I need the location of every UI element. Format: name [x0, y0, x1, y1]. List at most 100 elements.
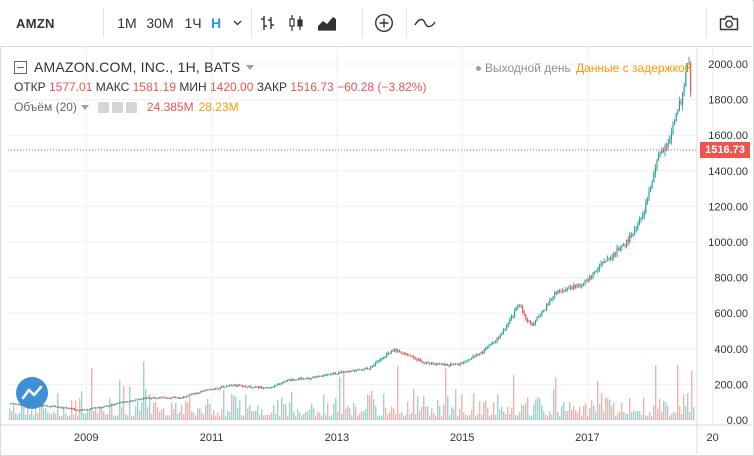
interval-1m-button[interactable]: 1М — [117, 15, 137, 31]
volume-bar — [555, 377, 557, 420]
volume-bar — [687, 392, 689, 420]
settings-icon[interactable] — [111, 101, 123, 113]
candle-body — [61, 407, 63, 409]
candle-body — [144, 397, 146, 399]
volume-bar — [463, 412, 465, 420]
volume-bar — [643, 397, 645, 420]
interval-30m-button[interactable]: 30М — [146, 15, 174, 31]
candle-body — [669, 139, 671, 143]
candle-body — [248, 386, 250, 388]
volume-bar — [229, 411, 231, 420]
symbol-button[interactable]: AMZN — [16, 15, 55, 31]
candle-body — [117, 403, 119, 405]
close-icon[interactable] — [125, 101, 137, 113]
candle-body — [686, 63, 688, 72]
volume-bar — [333, 403, 335, 420]
volume-bar — [397, 365, 399, 420]
candle-body — [589, 276, 591, 281]
volume-bar — [383, 393, 385, 420]
candle-body — [358, 369, 360, 371]
candle-body — [110, 404, 112, 406]
volume-bar — [653, 405, 655, 420]
volume-bar — [551, 414, 553, 420]
candle-body — [326, 374, 328, 376]
volume-bar — [35, 402, 37, 420]
candle-body — [88, 409, 90, 411]
candle-body — [598, 266, 600, 269]
collapse-icon[interactable] — [14, 60, 27, 74]
candle-body — [571, 287, 573, 290]
add-indicator-icon[interactable] — [372, 0, 396, 46]
candle-body — [403, 353, 405, 355]
candle-body — [155, 398, 157, 400]
candle-body — [227, 385, 229, 387]
line-tool-icon[interactable] — [413, 0, 437, 46]
candle-body — [584, 280, 586, 284]
candle-body — [213, 389, 215, 391]
candle-body — [690, 63, 692, 93]
candle-body — [131, 400, 133, 402]
candle-body — [568, 287, 570, 289]
candle-body — [587, 279, 589, 281]
delayed-data-label[interactable]: Данные с задержкой — [576, 61, 692, 75]
volume-bar — [567, 410, 569, 420]
volume-bar — [121, 407, 123, 420]
candle-body — [139, 399, 141, 401]
volume-bar — [549, 411, 551, 420]
volume-bar — [531, 415, 533, 420]
candle-body — [54, 405, 56, 407]
volume-bar — [425, 406, 427, 420]
candle-body — [168, 398, 170, 400]
candle-body — [493, 342, 495, 344]
volume-bar — [83, 413, 85, 420]
candle-body — [138, 399, 140, 401]
chevron-down-icon[interactable] — [246, 64, 255, 70]
volume-bar — [545, 414, 547, 420]
volume-bar — [193, 412, 195, 420]
candle-body — [214, 388, 216, 390]
candle-body — [334, 372, 336, 375]
volume-bar — [599, 404, 601, 420]
chevron-down-icon[interactable] — [80, 104, 89, 110]
candle-body — [362, 369, 364, 371]
bar-chart-icon[interactable] — [257, 0, 279, 46]
candle-body — [133, 400, 135, 402]
camera-icon[interactable] — [716, 0, 742, 46]
candle-body — [410, 355, 412, 357]
candle-body — [534, 321, 536, 324]
interval-week-button[interactable]: Н — [210, 15, 222, 31]
candle-body — [328, 374, 330, 376]
candle-body — [488, 344, 490, 348]
close-value: 1516.73 — [290, 80, 334, 94]
candle-body — [565, 289, 567, 292]
volume-bar — [115, 415, 117, 420]
candle-body — [435, 363, 437, 365]
candle-body — [216, 388, 218, 390]
eye-icon[interactable] — [97, 101, 109, 113]
volume-bar — [437, 399, 439, 420]
candles-icon[interactable] — [285, 0, 307, 46]
interval-1h-button[interactable]: 1Ч — [184, 15, 202, 31]
candle-body — [229, 384, 231, 386]
volume-bar — [125, 414, 127, 420]
volume-bar — [345, 409, 347, 420]
volume-bar — [475, 415, 477, 420]
volume-bar — [671, 413, 673, 420]
candle-body — [637, 224, 639, 229]
volume-bar — [43, 408, 45, 420]
volume-bar — [343, 371, 345, 420]
high-label: МАКС — [95, 80, 130, 94]
broker-logo[interactable] — [16, 377, 48, 409]
volume-bar — [469, 415, 471, 420]
candle-body — [394, 349, 396, 351]
volume-bar — [31, 409, 33, 420]
area-chart-icon[interactable] — [315, 0, 339, 46]
candle-body — [536, 317, 538, 322]
volume-bar — [285, 404, 287, 420]
candle-body — [510, 316, 512, 320]
volume-bar — [29, 414, 31, 420]
candle-body — [659, 153, 661, 155]
chevron-down-icon[interactable] — [230, 0, 244, 46]
volume-bar — [17, 414, 19, 420]
volume-bar — [541, 404, 543, 420]
